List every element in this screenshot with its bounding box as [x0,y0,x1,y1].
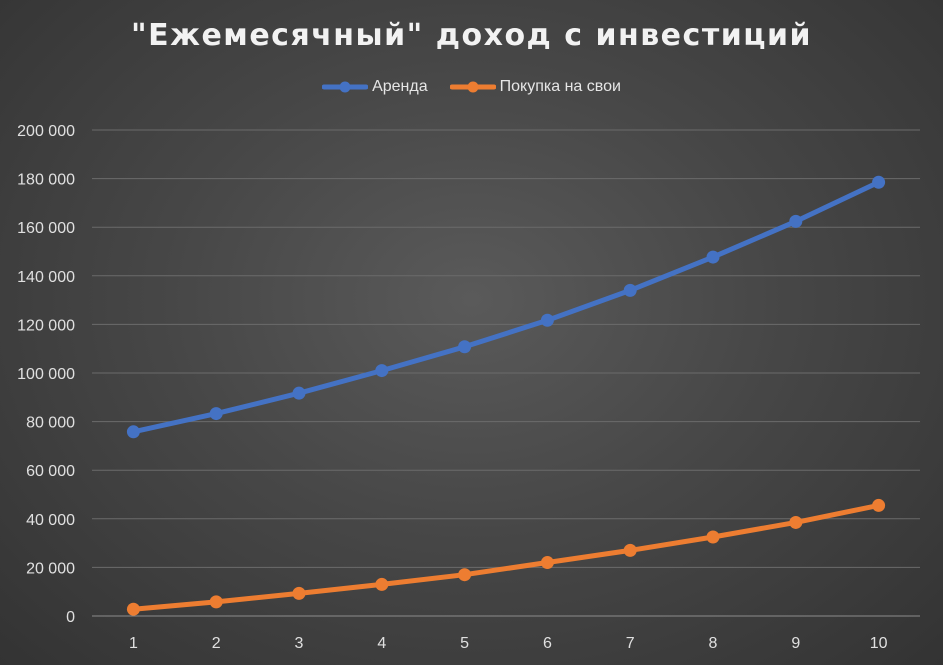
legend-marker-pokupka-icon [449,81,496,93]
data-point-series-1 [209,595,223,609]
legend-item-arenda[interactable]: Аренда [322,78,428,96]
y-tick-label: 140 000 [17,269,75,286]
y-tick-label: 100 000 [17,366,75,383]
data-point-series-0 [789,214,803,228]
y-tick-label: 40 000 [26,512,75,529]
data-point-series-0 [292,386,306,400]
data-point-series-1 [706,530,720,544]
data-point-series-1 [126,602,140,616]
legend: Аренда Покупка на свои [0,78,943,96]
data-point-series-1 [872,498,886,512]
data-point-series-1 [375,577,389,591]
data-point-series-1 [292,586,306,600]
y-tick-label: 0 [66,609,75,626]
series-line-1 [130,502,882,612]
legend-label-arenda: Аренда [372,78,428,95]
x-tick-label: 9 [791,635,800,652]
y-tick-label: 60 000 [26,463,75,480]
x-tick-label: 6 [543,635,552,652]
x-tick-label: 5 [460,635,469,652]
data-point-series-0 [706,250,720,264]
y-tick-label: 120 000 [17,317,75,334]
x-tick-label: 8 [709,635,718,652]
y-tick-label: 160 000 [17,220,75,237]
chart-title: "Ежемесячный" доход с инвестиций [130,18,813,53]
x-tick-label: 7 [626,635,635,652]
legend-label-pokupka: Покупка на свои [499,78,621,95]
data-point-series-1 [458,568,472,582]
x-tick-label: 2 [212,635,221,652]
legend-item-pokupka[interactable]: Покупка на свои [449,78,621,96]
x-tick-label: 4 [377,635,386,652]
y-tick-label: 180 000 [17,172,75,189]
data-point-series-0 [540,313,554,327]
data-point-series-1 [540,556,554,570]
series-line-0 [130,179,882,435]
x-tick-label: 3 [295,635,304,652]
data-point-series-1 [623,543,637,557]
data-point-series-1 [789,515,803,529]
data-point-series-0 [623,283,637,297]
data-point-series-0 [458,340,472,354]
data-point-series-0 [872,175,886,189]
y-tick-label: 80 000 [26,415,75,432]
data-point-series-0 [126,425,140,439]
legend-marker-arenda-icon [322,81,369,93]
data-point-series-0 [209,407,223,421]
y-tick-label: 200 000 [17,123,75,140]
x-tick-label: 1 [129,635,138,652]
x-tick-label: 10 [870,635,888,652]
y-tick-label: 20 000 [26,560,75,577]
data-point-series-0 [375,364,389,378]
